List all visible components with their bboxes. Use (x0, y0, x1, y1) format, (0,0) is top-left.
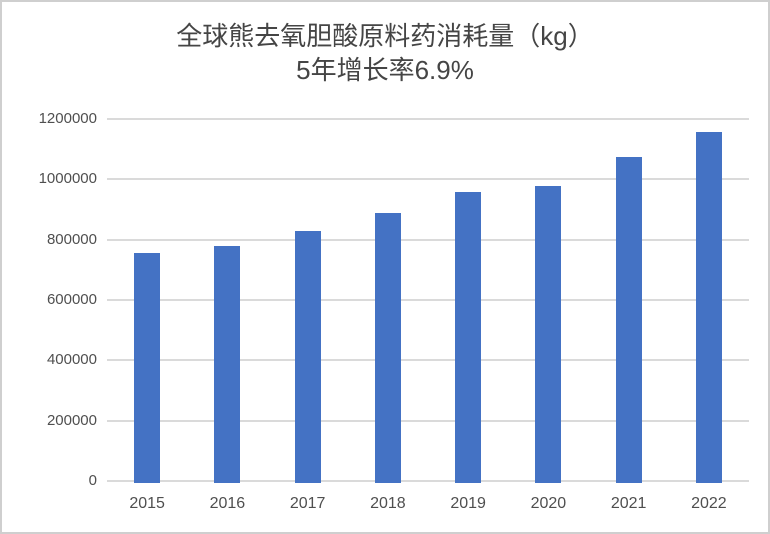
bar-2018 (374, 212, 401, 483)
gridline (107, 238, 749, 241)
bar-2022 (695, 131, 722, 483)
bar-2017 (294, 230, 321, 483)
bar-2020 (535, 186, 562, 483)
gridline (107, 359, 749, 362)
bar-2021 (615, 157, 642, 483)
gridline (107, 118, 749, 120)
y-axis-tick-label: 200000 (46, 411, 97, 429)
x-axis-tick-label: 2021 (610, 495, 647, 512)
x-axis-tick-label: 2020 (530, 495, 567, 512)
x-axis-tick-label: 2016 (209, 495, 246, 512)
bar-2019 (455, 192, 482, 483)
bar-2016 (214, 246, 241, 483)
y-axis-tick-label: 0 (88, 472, 97, 489)
x-axis-tick-label: 2018 (370, 495, 406, 512)
y-axis-tick-label: 400000 (46, 351, 97, 369)
gridline (107, 480, 749, 482)
x-axis-tick-label: 2015 (129, 495, 165, 512)
bar-2015 (134, 253, 161, 483)
gridline (107, 178, 749, 181)
gridline (107, 419, 749, 422)
x-axis-tick-label: 2022 (691, 495, 727, 512)
y-axis-tick-label: 1000000 (38, 170, 97, 188)
y-axis-tick-label: 600000 (46, 291, 97, 308)
x-axis-tick-label: 2017 (289, 495, 326, 512)
chart-title: 全球熊去氧胆酸原料药消耗量（kg） (176, 21, 594, 51)
y-axis-tick-label: 1200000 (38, 110, 97, 127)
x-axis-tick-label: 2019 (450, 495, 486, 512)
chart-title-block: 全球熊去氧胆酸原料药消耗量（kg） 5年增长率6.9% (2, 19, 768, 87)
gridline (107, 299, 749, 301)
y-axis-tick-label: 800000 (46, 230, 97, 248)
chart-subtitle: 5年增长率6.9% (296, 55, 474, 85)
